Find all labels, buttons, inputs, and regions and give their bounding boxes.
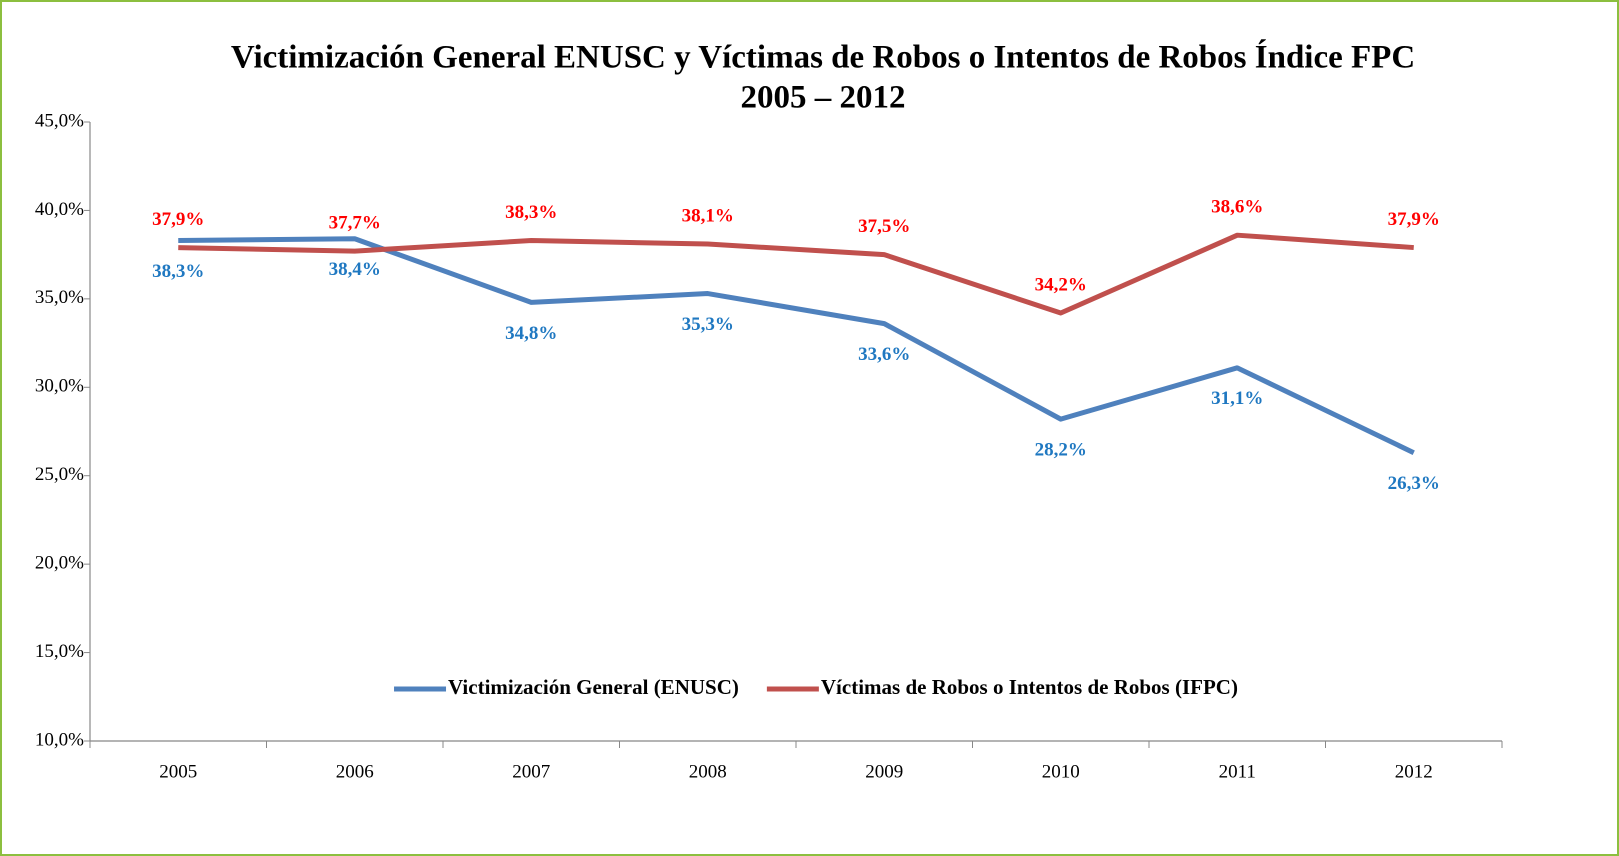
data-label: 38,3% bbox=[152, 261, 204, 282]
data-label: 38,6% bbox=[1211, 197, 1263, 218]
y-tick-label: 45,0% bbox=[35, 110, 84, 131]
data-label: 37,5% bbox=[858, 216, 910, 237]
data-label: 34,2% bbox=[1035, 274, 1087, 295]
data-label: 37,9% bbox=[152, 209, 204, 230]
x-tick-label: 2006 bbox=[336, 761, 374, 782]
legend-label: Víctimas de Robos o Intentos de Robos (I… bbox=[821, 675, 1238, 699]
x-tick-label: 2007 bbox=[512, 761, 550, 782]
y-tick-label: 15,0% bbox=[35, 641, 84, 662]
y-tick-label: 25,0% bbox=[35, 464, 84, 485]
data-label: 37,9% bbox=[1388, 209, 1440, 230]
x-tick-label: 2005 bbox=[159, 761, 197, 782]
chart-subtitle: 2005 – 2012 bbox=[741, 80, 906, 116]
x-tick-label: 2012 bbox=[1395, 761, 1433, 782]
data-label: 31,1% bbox=[1211, 388, 1263, 409]
x-tick-label: 2009 bbox=[865, 761, 903, 782]
y-tick-label: 10,0% bbox=[35, 729, 84, 750]
x-tick-label: 2010 bbox=[1042, 761, 1080, 782]
x-tick-label: 2008 bbox=[689, 761, 727, 782]
y-tick-label: 30,0% bbox=[35, 376, 84, 397]
x-tick-label: 2011 bbox=[1219, 761, 1256, 782]
chart-title: Victimización General ENUSC y Víctimas d… bbox=[231, 39, 1415, 76]
series-line bbox=[178, 232, 1414, 316]
y-tick-label: 20,0% bbox=[35, 553, 84, 574]
data-label: 38,4% bbox=[329, 259, 381, 280]
data-label: 26,3% bbox=[1388, 473, 1440, 494]
data-label: 38,3% bbox=[505, 202, 557, 223]
data-label: 37,7% bbox=[329, 212, 381, 233]
data-label: 35,3% bbox=[682, 314, 734, 335]
data-label: 34,8% bbox=[505, 323, 557, 344]
y-tick-label: 40,0% bbox=[35, 199, 84, 220]
legend-label: Victimización General (ENUSC) bbox=[448, 675, 739, 699]
data-label: 38,1% bbox=[682, 205, 734, 226]
y-tick-label: 35,0% bbox=[35, 287, 84, 308]
data-label: 33,6% bbox=[858, 344, 910, 365]
data-label: 28,2% bbox=[1035, 439, 1087, 460]
